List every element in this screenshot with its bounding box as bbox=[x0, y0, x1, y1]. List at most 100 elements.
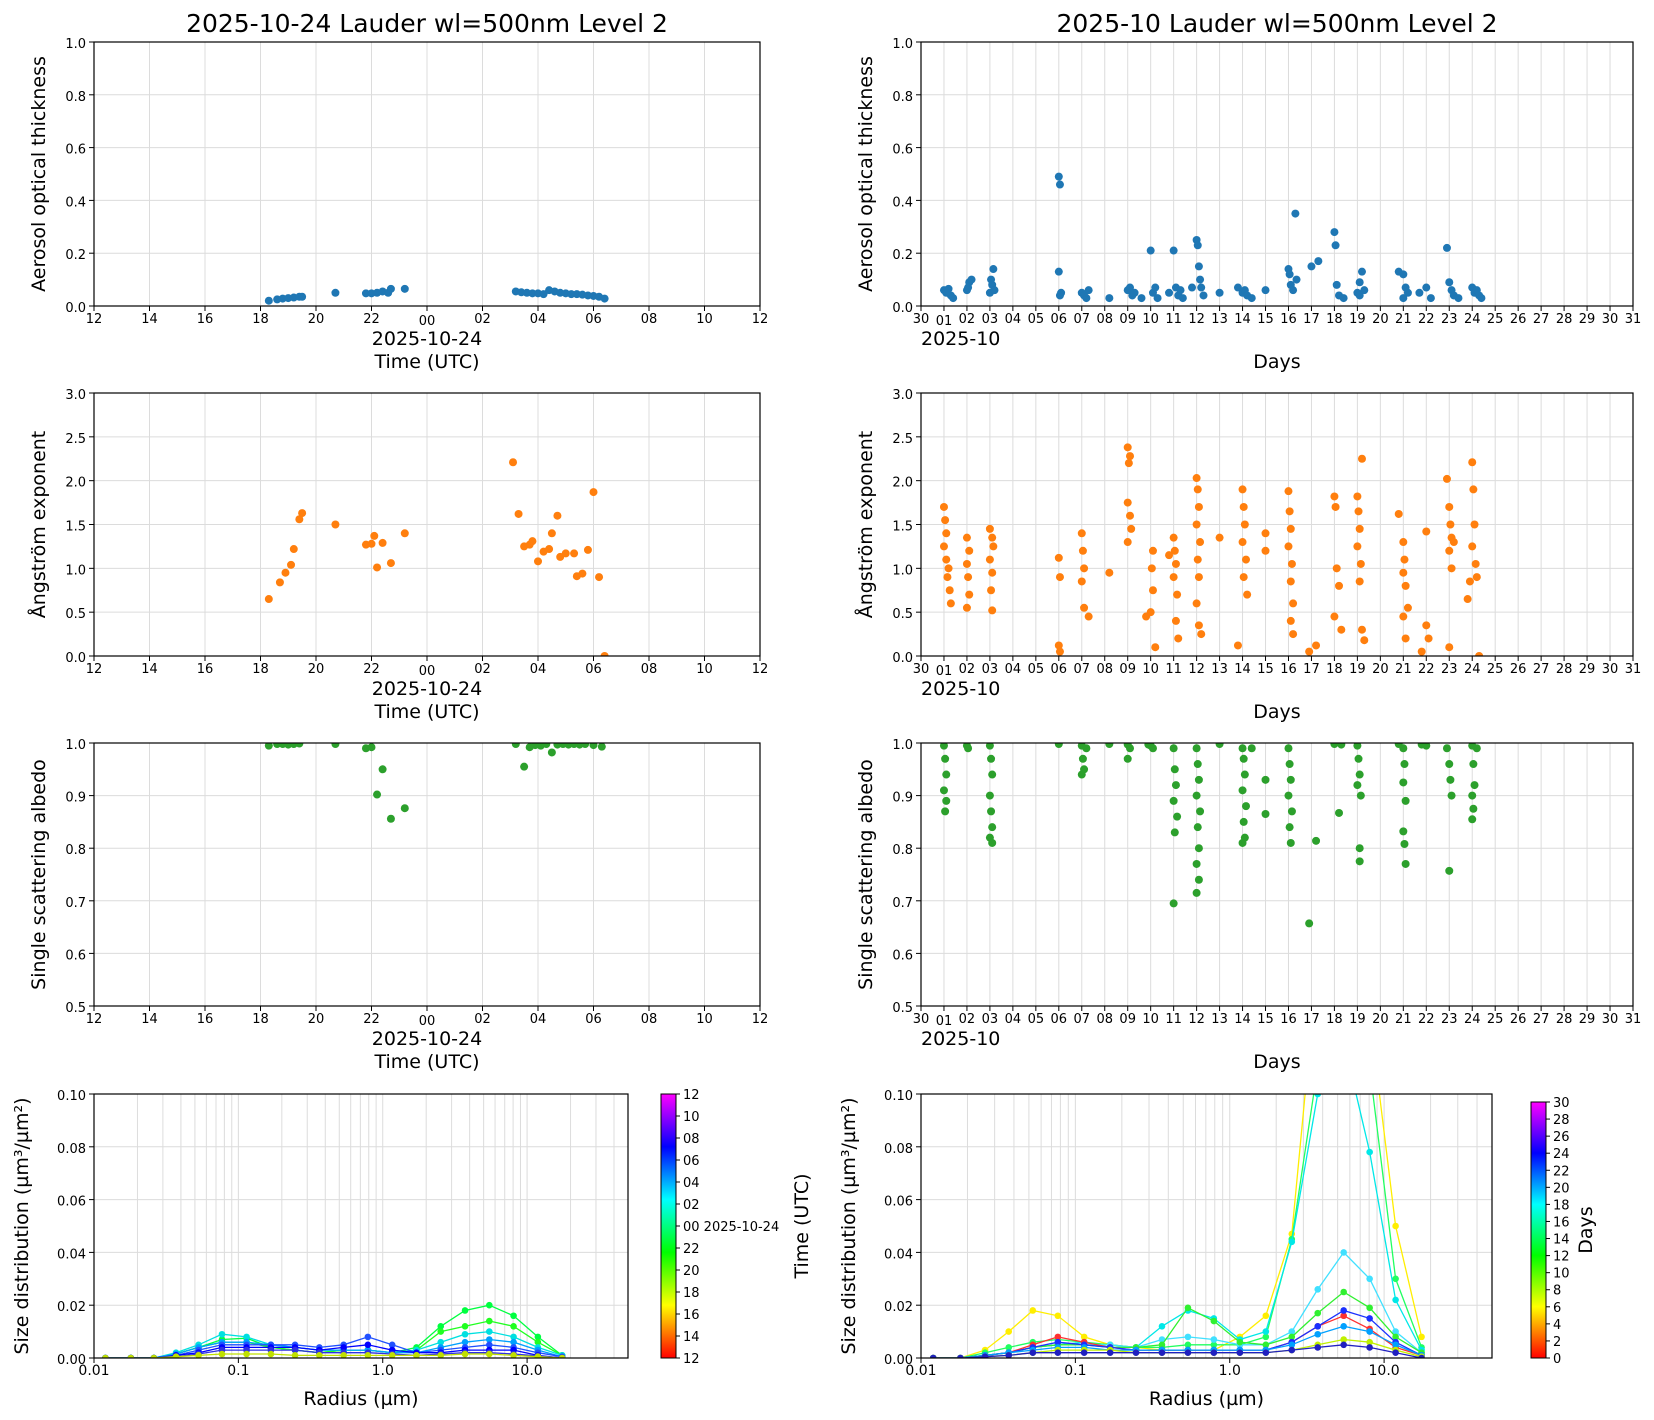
data-point bbox=[1289, 599, 1298, 608]
data-point bbox=[1173, 590, 1182, 599]
data-point bbox=[1123, 443, 1132, 452]
series-point bbox=[1236, 1338, 1244, 1346]
x-tick-label: 13 bbox=[1211, 662, 1228, 677]
x-tick-label: 30 bbox=[913, 1012, 930, 1027]
data-point bbox=[1357, 625, 1366, 634]
monthly-ssa-chart: 30 01 02 03 04 05 06 07 08 09 10 11 12 13 14 15 16 17 18 19… bbox=[855, 738, 1641, 1073]
x-tick-label: 00 bbox=[419, 664, 436, 679]
x-tick-label: 20 bbox=[308, 662, 325, 677]
x-tick-label: 31 bbox=[1625, 312, 1642, 327]
colorbar-tick-label: 14 bbox=[1553, 1233, 1570, 1248]
colorbar-label: Time (UTC) bbox=[791, 1173, 813, 1279]
x-tick-label: 19 bbox=[1349, 1012, 1366, 1027]
data-point bbox=[1169, 744, 1178, 753]
data-point bbox=[1055, 291, 1064, 300]
data-point bbox=[1314, 257, 1323, 266]
data-point bbox=[964, 744, 973, 753]
data-point bbox=[1173, 812, 1182, 821]
data-point bbox=[528, 289, 537, 298]
x-tick-label: 05 bbox=[1028, 1012, 1045, 1027]
data-point bbox=[1082, 294, 1091, 303]
data-point bbox=[581, 743, 590, 749]
data-point bbox=[1442, 744, 1451, 753]
data-point bbox=[1127, 524, 1136, 533]
x-axis-label: Time (UTC) bbox=[373, 701, 479, 723]
data-point bbox=[1463, 595, 1472, 604]
y-axis-label: Ångström exponent bbox=[27, 431, 50, 619]
data-point bbox=[295, 515, 304, 524]
x-tick-label: 14 bbox=[141, 312, 158, 327]
y-tick-label: 0.0 bbox=[892, 301, 913, 316]
data-point bbox=[1054, 553, 1063, 562]
series-point bbox=[1210, 1336, 1218, 1343]
data-point bbox=[1126, 511, 1135, 520]
data-point bbox=[570, 549, 579, 558]
x-tick-label: 02 bbox=[474, 312, 491, 327]
series-point bbox=[1158, 1323, 1166, 1330]
data-layer bbox=[264, 458, 609, 656]
series-point bbox=[1054, 1338, 1062, 1346]
data-point bbox=[1285, 507, 1294, 516]
series-point bbox=[929, 1354, 937, 1358]
data-point bbox=[400, 529, 409, 538]
data-point bbox=[578, 569, 587, 578]
data-point bbox=[1193, 485, 1202, 494]
data-layer bbox=[264, 743, 606, 823]
x-tick-label: 29 bbox=[1579, 662, 1596, 677]
y-tick-label: 0.5 bbox=[892, 1001, 913, 1016]
series-point bbox=[1392, 1296, 1399, 1304]
series-point bbox=[461, 1338, 469, 1346]
data-point bbox=[1192, 859, 1201, 868]
data-point bbox=[1192, 791, 1201, 800]
x-tick-label: 22 bbox=[363, 662, 380, 677]
x-tick-label: 00 bbox=[419, 1014, 436, 1029]
x-tick-label: 28 bbox=[1556, 312, 1573, 327]
data-point bbox=[1400, 555, 1409, 564]
colorbar-tick-label: 22 bbox=[1553, 1164, 1570, 1179]
series-point bbox=[1005, 1344, 1013, 1351]
data-point bbox=[520, 762, 529, 771]
x-axis-label: Radius (µm) bbox=[1149, 1388, 1264, 1410]
series-point bbox=[1340, 1312, 1347, 1320]
x-tick-label: 12 bbox=[1188, 1012, 1205, 1027]
x-axis-label: Time (UTC) bbox=[373, 1051, 479, 1073]
data-point bbox=[1082, 744, 1091, 753]
colorbar-tick-label: 2 bbox=[1553, 1335, 1561, 1350]
data-point bbox=[1335, 581, 1344, 590]
y-tick-label: 3.0 bbox=[65, 388, 86, 403]
data-point bbox=[1312, 836, 1321, 845]
series-point bbox=[172, 1353, 180, 1358]
data-point bbox=[1151, 643, 1160, 652]
data-point bbox=[1084, 286, 1093, 295]
x-tick-label: 0.01 bbox=[905, 1363, 936, 1379]
series-point bbox=[102, 1354, 109, 1358]
data-point bbox=[964, 573, 973, 582]
monthly-angstrom-chart: 30 01 02 03 04 05 06 07 08 09 10 11 12 13 14 15 16 17 18 19… bbox=[854, 388, 1641, 723]
x-tick-label: 14 bbox=[1234, 312, 1251, 327]
series-point bbox=[388, 1352, 396, 1358]
data-point bbox=[1394, 509, 1403, 518]
data-point bbox=[1146, 608, 1155, 617]
series-point bbox=[1236, 1349, 1244, 1357]
data-point bbox=[1403, 603, 1412, 612]
x-tick-label: 06 bbox=[585, 312, 602, 327]
series-point bbox=[364, 1341, 372, 1349]
series-point bbox=[1005, 1328, 1013, 1335]
x-tick-label: 14 bbox=[141, 1012, 158, 1027]
data-point bbox=[264, 296, 273, 305]
data-point bbox=[946, 599, 955, 608]
data-point bbox=[1171, 559, 1180, 568]
data-point bbox=[987, 586, 996, 595]
data-point bbox=[990, 286, 999, 295]
data-point bbox=[1355, 770, 1364, 779]
data-point bbox=[985, 555, 994, 564]
series-point bbox=[1314, 1323, 1322, 1330]
x-tick-label: 10 bbox=[1142, 312, 1159, 327]
data-point bbox=[1153, 294, 1162, 303]
data-point bbox=[1194, 621, 1203, 630]
data-point bbox=[589, 488, 598, 497]
data-point bbox=[1399, 827, 1408, 836]
x-tick-label: 12 bbox=[752, 662, 769, 677]
series-point bbox=[1132, 1349, 1140, 1357]
data-point bbox=[1442, 243, 1451, 252]
